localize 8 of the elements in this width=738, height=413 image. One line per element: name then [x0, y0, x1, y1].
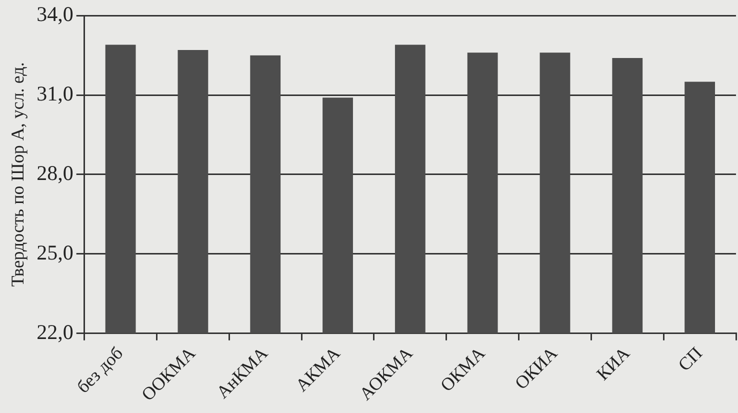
x-tick-label: СП — [674, 343, 706, 375]
y-axis-title: Твердость по Шор А, усл. ед. — [8, 62, 28, 287]
y-tick-label: 25,0 — [36, 240, 74, 264]
y-tick-label: 22,0 — [36, 320, 74, 344]
x-tick-label: без доб — [72, 343, 127, 397]
y-tick-label: 31,0 — [36, 82, 74, 106]
y-tick-label: 28,0 — [36, 160, 74, 185]
y-tick-label: 34,0 — [36, 2, 74, 26]
